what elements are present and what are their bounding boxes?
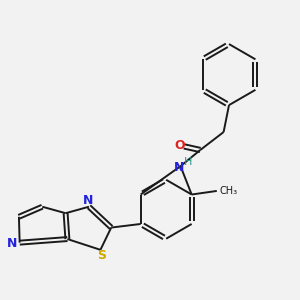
Text: N: N <box>83 194 93 208</box>
Text: N: N <box>173 161 184 175</box>
Text: N: N <box>7 237 18 250</box>
Text: H: H <box>184 157 193 167</box>
Text: CH₃: CH₃ <box>220 186 238 196</box>
Text: S: S <box>97 249 106 262</box>
Text: O: O <box>174 139 185 152</box>
